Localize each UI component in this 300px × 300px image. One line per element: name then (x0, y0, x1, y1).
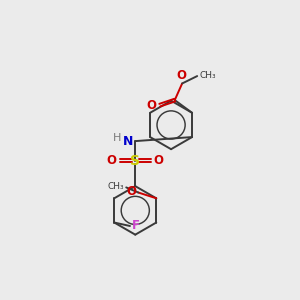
Text: H: H (112, 133, 121, 142)
Text: F: F (132, 220, 140, 232)
Text: O: O (146, 99, 157, 112)
Text: O: O (176, 69, 186, 82)
Text: CH₃: CH₃ (108, 182, 124, 191)
Text: O: O (126, 185, 136, 198)
Text: S: S (130, 154, 140, 168)
Text: O: O (154, 154, 164, 167)
Text: CH₃: CH₃ (199, 71, 216, 80)
Text: O: O (107, 154, 117, 167)
Text: N: N (123, 135, 133, 148)
